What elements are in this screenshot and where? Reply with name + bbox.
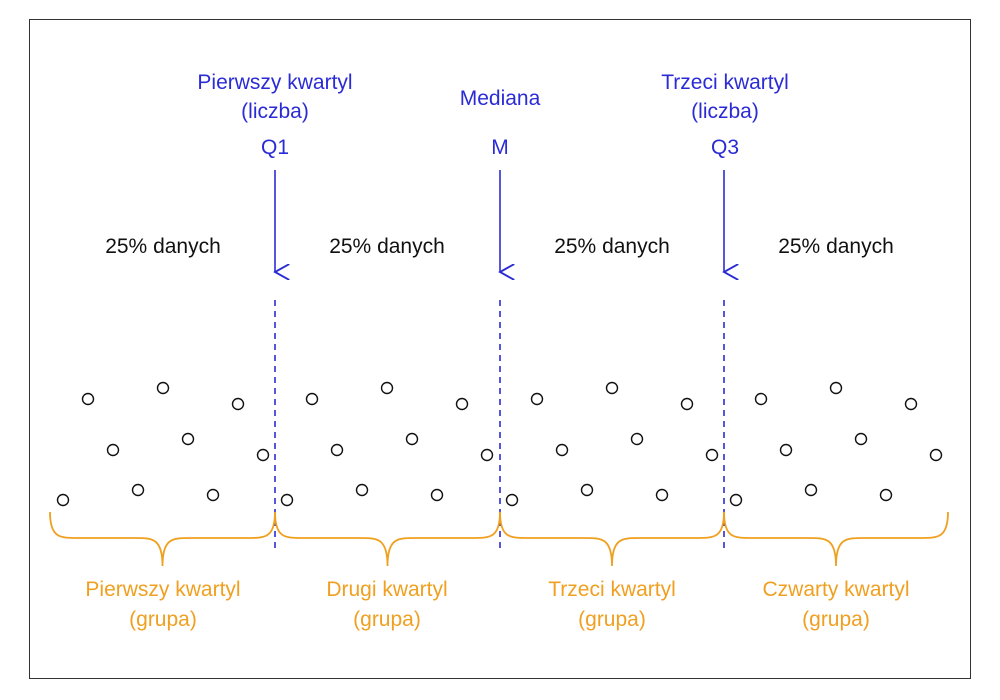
- data-point-g1-8: [231, 397, 245, 411]
- data-point-g4-9: [929, 448, 943, 462]
- data-point-g3-2: [530, 392, 544, 406]
- marker-q1-title: Pierwszy kwartyl: [197, 71, 353, 94]
- data-point-g4-3: [779, 443, 793, 457]
- data-point-g2-9: [480, 448, 494, 462]
- data-point-g1-1: [56, 493, 70, 507]
- marker-arrows: [275, 170, 724, 272]
- data-point-g3-4: [580, 483, 594, 497]
- share-label-1: 25% danych: [105, 235, 221, 258]
- data-point-g3-9: [705, 448, 719, 462]
- group-label-3-type: (grupa): [578, 608, 646, 631]
- marker-q3-title: Trzeci kwartyl: [661, 71, 789, 94]
- group-braces: [49, 511, 949, 567]
- diagram-frame: [29, 19, 971, 679]
- data-point-g1-7: [206, 488, 220, 502]
- data-point-g2-2: [305, 392, 319, 406]
- group-brace-4: [723, 511, 949, 567]
- marker-q1-subtitle: (liczba): [241, 100, 309, 123]
- data-point-g4-8: [904, 397, 918, 411]
- marker-q3-symbol: Q3: [710, 136, 739, 159]
- marker-median-symbol: M: [491, 136, 509, 159]
- group-label-2-type: (grupa): [353, 608, 421, 631]
- share-label-3: 25% danych: [554, 235, 670, 258]
- data-point-g2-8: [455, 397, 469, 411]
- quartile-dividers: [274, 300, 725, 552]
- data-point-g3-6: [630, 432, 644, 446]
- data-point-g4-6: [854, 432, 868, 446]
- group-label-1-type: (grupa): [129, 608, 197, 631]
- data-point-g3-3: [555, 443, 569, 457]
- group-brace-1: [49, 511, 276, 567]
- data-point-g2-7: [430, 488, 444, 502]
- marker-q3-subtitle: (liczba): [691, 100, 759, 123]
- data-point-g4-5: [829, 381, 843, 395]
- data-point-g2-6: [405, 432, 419, 446]
- group-label-2-name: Drugi kwartyl: [326, 578, 448, 601]
- group-label-3-name: Trzeci kwartyl: [548, 578, 676, 601]
- data-point-g1-3: [106, 443, 120, 457]
- share-label-4: 25% danych: [778, 235, 894, 258]
- data-point-g1-6: [181, 432, 195, 446]
- group-brace-2: [274, 511, 501, 567]
- data-point-g1-9: [256, 448, 270, 462]
- data-point-g4-2: [754, 392, 768, 406]
- marker-median-title: Mediana: [459, 87, 541, 110]
- data-point-g4-1: [729, 493, 743, 507]
- data-point-g3-7: [655, 488, 669, 502]
- data-point-g1-5: [156, 381, 170, 395]
- data-point-g2-3: [330, 443, 344, 457]
- group-label-4-name: Czwarty kwartyl: [762, 578, 910, 601]
- data-point-g2-5: [380, 381, 394, 395]
- data-point-g3-5: [605, 381, 619, 395]
- data-point-g3-8: [680, 397, 694, 411]
- data-points: [56, 381, 943, 507]
- data-point-g2-4: [355, 483, 369, 497]
- data-point-g4-4: [804, 483, 818, 497]
- group-brace-3: [499, 511, 725, 567]
- data-point-g4-7: [879, 488, 893, 502]
- group-label-4-type: (grupa): [802, 608, 870, 631]
- data-point-g3-1: [505, 493, 519, 507]
- data-point-g1-2: [81, 392, 95, 406]
- data-point-g2-1: [280, 493, 294, 507]
- share-label-2: 25% danych: [329, 235, 445, 258]
- marker-q1-symbol: Q1: [260, 136, 289, 159]
- data-point-g1-4: [131, 483, 145, 497]
- group-label-1-name: Pierwszy kwartyl: [85, 578, 241, 601]
